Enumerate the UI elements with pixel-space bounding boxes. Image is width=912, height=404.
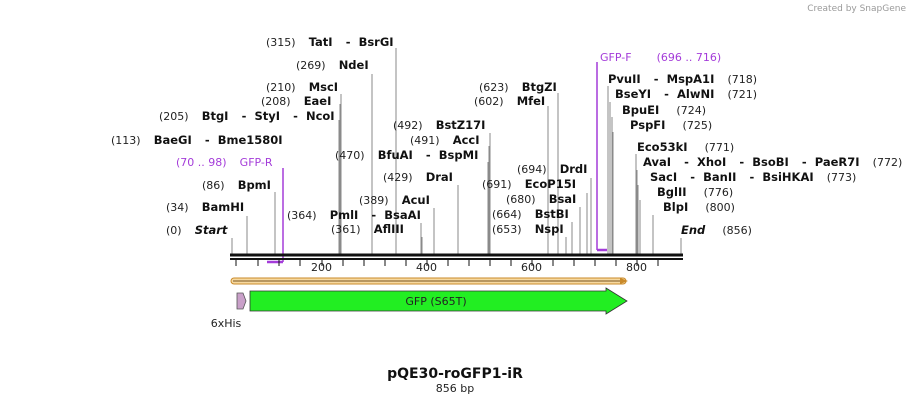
label-afliii: (361) AflIII [331, 218, 404, 237]
label-blpi: BlpI (800) [663, 196, 735, 215]
label-acui: (389) AcuI [359, 189, 430, 208]
label-avai: AvaI - XhoI - BsoBI - PaeR7I (772) [643, 151, 902, 170]
label-bseyi: BseYI - AlwNI (721) [615, 83, 757, 102]
label-gfp-f: GFP-F (696 .. 716) [600, 46, 721, 65]
label-bpuei: BpuEI (724) [622, 99, 706, 118]
tick-label-600: 600 [521, 261, 542, 274]
label-pspfi: PspFI (725) [630, 114, 712, 133]
label-drdi: (694) DrdI [517, 158, 587, 177]
label-bfuai: (470) BfuAI - BspMI [335, 144, 478, 163]
credit-text: Created by SnapGene [807, 4, 906, 14]
map-subtitle: 856 bp [436, 382, 474, 395]
label-msci: (210) MscI [266, 76, 338, 95]
label-ndei: (269) NdeI [296, 54, 369, 73]
label-bstz17i: (492) BstZ17I [393, 114, 485, 133]
label-btgi: (205) BtgI - StyI - NcoI [159, 105, 335, 124]
label-bstbi: (664) BstBI [492, 203, 569, 222]
label-eco53ki: Eco53kI (771) [637, 136, 734, 155]
map-title: pQE30-roGFP1-iR [387, 366, 523, 382]
label-bsai: (680) BsaI [506, 188, 576, 207]
feature-6xhis[interactable] [236, 292, 247, 310]
label-baegi: (113) BaeGI - Bme1580I [111, 129, 283, 148]
tick-label-800: 800 [626, 261, 647, 274]
feature-6xhis-label: 6xHis [211, 317, 242, 330]
label-bamhi: (34) BamHI [166, 196, 244, 215]
feature-gfp-label: GFP (S65T) [405, 295, 466, 308]
label-bglii: BglII (776) [657, 181, 733, 200]
feature-gfp[interactable] [249, 287, 628, 315]
label-acci: (491) AccI [410, 129, 480, 148]
orf-arrow-icon [620, 278, 628, 284]
label-nspi: (653) NspI [492, 218, 564, 237]
axis-ticks [235, 259, 659, 266]
label-eaei: (208) EaeI [261, 90, 331, 109]
label-pmli: (364) PmlI - BsaAI [287, 204, 421, 223]
label-drai: (429) DraI [383, 166, 453, 185]
sequence-backbone [230, 253, 683, 260]
primer-leaders [282, 62, 598, 262]
leader-lines [231, 48, 682, 256]
label-tati: (315) TatI - BsrGI [266, 31, 394, 50]
label-gfp-r: (70 .. 98) GFP-R [176, 151, 273, 170]
label-end: End (856) [681, 219, 752, 238]
tick-label-400: 400 [416, 261, 437, 274]
label-saci: SacI - BanII - BsiHKAI (773) [650, 166, 856, 185]
label-start: (0) Start [166, 219, 228, 238]
label-mfei: (602) MfeI [474, 90, 545, 109]
label-pvuii: PvuII - MspA1I (718) [608, 68, 757, 87]
label-btgzi: (623) BtgZI [479, 76, 557, 95]
label-ecop15i: (691) EcoP15I [482, 173, 576, 192]
label-bpmi: (86) BpmI [202, 174, 271, 193]
tick-label-200: 200 [311, 261, 332, 274]
